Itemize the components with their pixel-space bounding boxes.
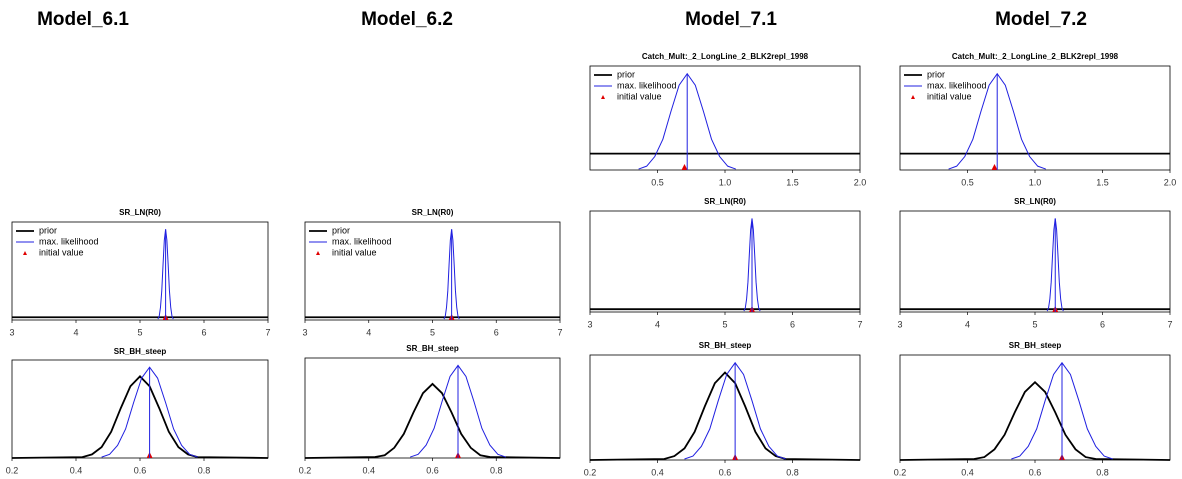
x-tick-label: 0.4: [362, 465, 375, 475]
legend-label: prior: [927, 69, 945, 79]
x-tick-label: 0.6: [719, 467, 732, 477]
x-tick-label: 5: [430, 327, 435, 337]
legend-label: prior: [39, 225, 57, 235]
x-tick-label: 0.8: [786, 467, 799, 477]
x-tick-label: 7: [557, 327, 562, 337]
panel-title: SR_LN(R0): [412, 208, 454, 217]
x-tick-label: 0.5: [651, 177, 664, 187]
plot-frame: [304, 357, 561, 459]
x-tick-label: 0.8: [490, 465, 503, 475]
prior-curve: [11, 375, 269, 459]
legend-label: initial value: [927, 91, 972, 101]
legend-label: max. likelihood: [617, 80, 677, 90]
x-tick-label: 5: [1032, 319, 1037, 329]
initial-value-marker: [681, 164, 688, 170]
legend-label: initial value: [617, 91, 662, 101]
x-tick-label: 7: [265, 327, 270, 337]
panel-title: SR_BH_steep: [699, 341, 752, 350]
x-tick-label: 0.8: [198, 465, 211, 475]
x-tick-label: 0.6: [426, 465, 439, 475]
legend-label: prior: [332, 225, 350, 235]
panel-title: SR_BH_steep: [114, 347, 167, 356]
initial-value-marker: [991, 164, 998, 170]
legend-label: prior: [617, 69, 635, 79]
prior-curve: [589, 371, 861, 461]
panel-title: Catch_Mult:_2_LongLine_2_BLK2repl_1998: [642, 52, 809, 61]
panel-title: Catch_Mult:_2_LongLine_2_BLK2repl_1998: [952, 52, 1119, 61]
x-tick-label: 5: [137, 327, 142, 337]
model-header: Model_7.1: [685, 9, 777, 30]
x-tick-label: 3: [587, 319, 592, 329]
x-tick-label: 7: [1167, 319, 1172, 329]
x-tick-label: 7: [857, 319, 862, 329]
likelihood-curve: [638, 72, 736, 170]
x-tick-label: 4: [655, 319, 660, 329]
legend-swatch: [911, 95, 915, 99]
x-tick-label: 0.4: [961, 467, 974, 477]
likelihood-curve: [948, 72, 1046, 170]
x-tick-label: 1.5: [786, 177, 799, 187]
x-tick-label: 3: [9, 327, 14, 337]
x-tick-label: 0.2: [894, 467, 907, 477]
legend-label: max. likelihood: [39, 236, 99, 246]
x-tick-label: 4: [965, 319, 970, 329]
legend-swatch: [601, 95, 605, 99]
panel-title: SR_LN(R0): [119, 208, 161, 217]
legend-label: max. likelihood: [332, 236, 392, 246]
x-tick-label: 0.2: [6, 465, 19, 475]
x-tick-label: 0.8: [1096, 467, 1109, 477]
prior-curve: [899, 380, 1171, 461]
legend-swatch: [316, 251, 320, 255]
likelihood-curve: [743, 218, 761, 312]
x-tick-label: 1.0: [719, 177, 732, 187]
panel-title: SR_LN(R0): [1014, 197, 1056, 206]
x-tick-label: 3: [302, 327, 307, 337]
plot-frame: [899, 354, 1171, 461]
x-tick-label: 3: [897, 319, 902, 329]
model-header: Model_7.2: [995, 9, 1087, 30]
panel-title: SR_LN(R0): [704, 197, 746, 206]
plot-frame: [589, 210, 861, 313]
legend-label: initial value: [332, 247, 377, 257]
x-tick-label: 4: [73, 327, 78, 337]
legend-swatch: [23, 251, 27, 255]
legend-label: initial value: [39, 247, 84, 257]
plot-frame: [11, 359, 269, 459]
plot-frame: [899, 210, 1171, 313]
legend-label: max. likelihood: [927, 80, 987, 90]
x-tick-label: 2.0: [1164, 177, 1177, 187]
x-tick-label: 6: [790, 319, 795, 329]
x-tick-label: 2.0: [854, 177, 867, 187]
x-tick-label: 6: [1100, 319, 1105, 329]
x-tick-label: 6: [494, 327, 499, 337]
x-tick-label: 0.2: [299, 465, 312, 475]
likelihood-curve: [1046, 218, 1064, 312]
x-tick-label: 0.4: [651, 467, 664, 477]
model-header: Model_6.2: [361, 9, 453, 30]
x-tick-label: 0.2: [584, 467, 597, 477]
prior-curve: [304, 382, 561, 459]
x-tick-label: 0.4: [70, 465, 83, 475]
x-tick-label: 0.6: [134, 465, 147, 475]
x-tick-label: 0.6: [1029, 467, 1042, 477]
x-tick-label: 0.5: [961, 177, 974, 187]
x-tick-label: 4: [366, 327, 371, 337]
x-tick-label: 5: [722, 319, 727, 329]
panel-title: SR_BH_steep: [1009, 341, 1062, 350]
model-header: Model_6.1: [37, 9, 129, 30]
panel-title: SR_BH_steep: [406, 344, 459, 353]
plot-frame: [589, 354, 861, 461]
x-tick-label: 6: [201, 327, 206, 337]
x-tick-label: 1.5: [1096, 177, 1109, 187]
x-tick-label: 1.0: [1029, 177, 1042, 187]
